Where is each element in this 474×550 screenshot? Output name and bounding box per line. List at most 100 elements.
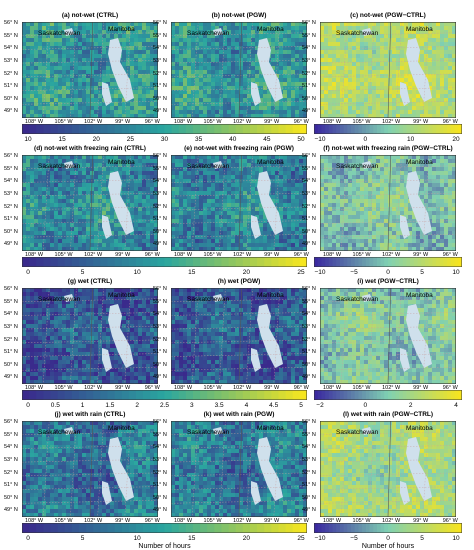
latitude-label: 52° N bbox=[4, 336, 18, 343]
colorbar-tick-label: 20 bbox=[92, 136, 100, 143]
latitude-label: 56° N bbox=[302, 286, 316, 292]
latitude-label: 53° N bbox=[302, 323, 316, 330]
longitude-label: 105° W bbox=[352, 385, 371, 391]
latitude-label: 56° N bbox=[153, 20, 167, 26]
region-label-manitoba: Manitoba bbox=[108, 425, 135, 432]
latitude-label: 50° N bbox=[4, 95, 18, 102]
longitude-label: 96° W bbox=[144, 252, 160, 258]
colorbar-tick-label: 25 bbox=[297, 269, 305, 276]
longitude-label: 108° W bbox=[173, 119, 193, 125]
latitude-label: 51° N bbox=[153, 482, 167, 489]
colorbar-tick-label: 50 bbox=[297, 136, 305, 143]
colorbar-tick-label: 5 bbox=[80, 269, 85, 276]
longitude-label: 108° W bbox=[322, 518, 342, 524]
latitude-label: 53° N bbox=[302, 190, 316, 197]
longitude-label: 102° W bbox=[84, 252, 103, 258]
colorbar-tick-label: 20 bbox=[242, 535, 251, 542]
longitude-label: 105° W bbox=[54, 385, 73, 391]
colorbar-tick-label: −2 bbox=[316, 402, 324, 409]
latitude-label: 52° N bbox=[302, 336, 316, 343]
lake-winnipeg bbox=[257, 437, 283, 501]
latitude-label: 49° N bbox=[153, 241, 167, 248]
colorbar-tick-label: 5 bbox=[299, 402, 303, 409]
colorbar-tick-label: 25 bbox=[297, 535, 305, 542]
latitude-label: 55° N bbox=[153, 32, 167, 39]
latitude-label: 55° N bbox=[302, 298, 316, 305]
map-panel bbox=[320, 288, 456, 384]
colorbar-tick-label: −10 bbox=[314, 535, 326, 542]
longitude-label: 105° W bbox=[54, 252, 73, 258]
colorbar-tick-label: 15 bbox=[188, 535, 196, 542]
colorbar-sequential bbox=[22, 523, 307, 533]
longitude-label: 108° W bbox=[24, 252, 44, 258]
latitude-label: 56° N bbox=[302, 153, 316, 159]
longitude-label: 99° W bbox=[115, 252, 131, 258]
colorbar-tick-label: −5 bbox=[350, 535, 358, 542]
colorbar-title: Number of hours bbox=[138, 543, 191, 550]
latitude-label: 51° N bbox=[302, 349, 316, 356]
colorbar-tick-label: −5 bbox=[350, 269, 358, 276]
longitude-label: 102° W bbox=[233, 518, 252, 524]
longitude-label: 96° W bbox=[144, 119, 160, 125]
map-panel bbox=[171, 421, 307, 517]
lake-winnipeg bbox=[257, 304, 283, 368]
longitude-label: 108° W bbox=[24, 518, 44, 524]
latitude-label: 50° N bbox=[153, 228, 167, 235]
longitude-label: 105° W bbox=[54, 119, 73, 125]
colorbar-tick-label: 4 bbox=[244, 402, 249, 409]
latitude-label: 53° N bbox=[302, 456, 316, 463]
longitude-label: 105° W bbox=[352, 119, 371, 125]
latitude-label: 56° N bbox=[302, 419, 316, 425]
region-label-saskatchewan: Saskatchewan bbox=[336, 429, 379, 436]
map-panel bbox=[22, 288, 158, 384]
colorbar-tick-label: 0 bbox=[363, 402, 368, 409]
longitude-label: 108° W bbox=[322, 252, 342, 258]
latitude-label: 50° N bbox=[302, 361, 316, 368]
map-panel bbox=[171, 288, 307, 384]
lake-winnipeg bbox=[406, 437, 432, 501]
region-label-saskatchewan: Saskatchewan bbox=[38, 30, 81, 37]
region-label-manitoba: Manitoba bbox=[257, 26, 284, 33]
colorbar-tick-label: −10 bbox=[314, 136, 326, 143]
longitude-label: 96° W bbox=[144, 518, 160, 524]
longitude-label: 96° W bbox=[442, 119, 458, 125]
latitude-label: 52° N bbox=[4, 469, 18, 476]
latitude-label: 56° N bbox=[4, 419, 18, 425]
map-panel bbox=[320, 155, 456, 251]
latitude-label: 51° N bbox=[153, 216, 167, 223]
region-label-manitoba: Manitoba bbox=[406, 159, 433, 166]
panel-title: (e) not-wet with freezing rain (PGW) bbox=[184, 145, 294, 152]
latitude-label: 50° N bbox=[4, 494, 18, 501]
longitude-label: 96° W bbox=[293, 518, 309, 524]
longitude-label: 102° W bbox=[382, 252, 401, 258]
colorbar-tick-label: 0 bbox=[386, 535, 390, 542]
latitude-label: 55° N bbox=[4, 298, 18, 305]
latitude-label: 49° N bbox=[153, 108, 167, 115]
colorbar-tick-label: 0 bbox=[26, 269, 30, 276]
latitude-label: 50° N bbox=[4, 228, 18, 235]
longitude-label: 99° W bbox=[115, 518, 131, 524]
latitude-label: 53° N bbox=[4, 323, 18, 330]
latitude-label: 53° N bbox=[4, 57, 18, 64]
longitude-label: 99° W bbox=[264, 385, 280, 391]
map-panel bbox=[320, 22, 456, 118]
latitude-label: 50° N bbox=[4, 361, 18, 368]
colorbar-tick-label: 10 bbox=[407, 136, 415, 143]
latitude-label: 52° N bbox=[4, 203, 18, 210]
longitude-label: 108° W bbox=[24, 385, 44, 391]
latitude-label: 49° N bbox=[302, 374, 316, 381]
latitude-label: 52° N bbox=[153, 336, 167, 343]
colorbar-diverging bbox=[314, 390, 462, 400]
latitude-label: 53° N bbox=[4, 190, 18, 197]
region-label-manitoba: Manitoba bbox=[257, 292, 284, 299]
colorbar-diverging bbox=[314, 257, 462, 267]
latitude-label: 55° N bbox=[153, 431, 167, 438]
colorbar-tick-label: 1.5 bbox=[105, 402, 115, 409]
region-label-manitoba: Manitoba bbox=[108, 292, 135, 299]
lake-winnipeg bbox=[108, 437, 134, 501]
map-panel bbox=[22, 22, 158, 118]
longitude-label: 102° W bbox=[84, 518, 103, 524]
colorbar-tick-label: 3 bbox=[189, 402, 194, 409]
longitude-label: 99° W bbox=[264, 119, 280, 125]
colorbar-tick-label: 0 bbox=[26, 402, 30, 409]
